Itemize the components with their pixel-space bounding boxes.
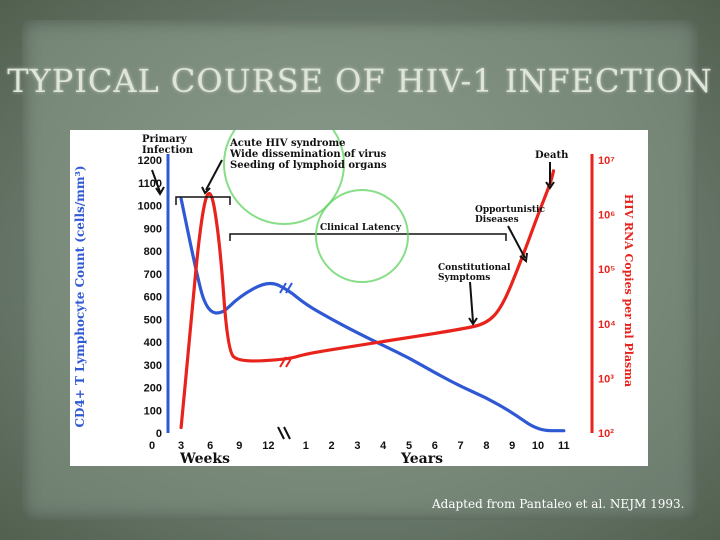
- x-tick-year: 5: [406, 440, 412, 452]
- annotation-clinical-latency-line: Clinical Latency: [320, 223, 402, 233]
- source-caption: Adapted from Pantaleo et al. NEJM 1993.: [432, 497, 685, 511]
- x-tick-year: 6: [432, 440, 438, 452]
- hiv-course-chart: 1200110010009008007006005004003002001000…: [73, 130, 635, 466]
- left-tick-label: 600: [144, 292, 162, 304]
- x-axis-break-mark: [277, 426, 291, 440]
- x-tick-year: 2: [329, 440, 335, 452]
- primary-infection-bracket: [175, 196, 231, 205]
- annotation-primary-infection-line: Primary: [142, 134, 188, 145]
- left-tick-label: 200: [144, 383, 162, 395]
- right-tick-label: 10⁴: [598, 319, 616, 331]
- right-tick-label: 10²: [598, 428, 614, 440]
- x-tick-year: 3: [354, 440, 360, 452]
- right-tick-label: 10⁶: [598, 210, 615, 222]
- clinical-latency-highlight-circle: [315, 189, 409, 283]
- arrowhead-acute-syndrome: [201, 186, 211, 195]
- right-axis-title: HIV RNA Copies per ml Plasma: [622, 194, 635, 387]
- acute-syndrome-highlight-circle: [223, 130, 345, 225]
- annotation-acute-hiv-syndrome-line: Acute HIV syndrome: [229, 138, 346, 149]
- arrow-acute-syndrome: [205, 159, 223, 191]
- arrowhead-death: [545, 181, 555, 190]
- annotation-opportunistic-diseases-line: Opportunistic: [475, 205, 545, 215]
- x-tick-year: 8: [483, 440, 489, 452]
- x-tick-year: 7: [458, 440, 464, 452]
- x-tick-year: 1: [303, 440, 309, 452]
- annotation-constitutional-symptoms-line: Symptoms: [438, 273, 490, 283]
- left-tick-label: 1200: [138, 155, 162, 167]
- left-tick-label: 1000: [138, 201, 162, 213]
- x-tick-week: 6: [207, 440, 213, 452]
- annotation-acute-hiv-syndrome: Acute HIV syndrome Wide dissemination of …: [229, 138, 387, 171]
- left-tick-label: 100: [144, 405, 162, 417]
- left-tick-label: 0: [156, 428, 162, 440]
- right-tick-label: 10⁵: [598, 264, 615, 276]
- annotation-primary-infection-line: Infection: [142, 145, 194, 156]
- annotation-opportunistic-diseases-line: Diseases: [475, 215, 519, 225]
- x-tick-year: 10: [532, 440, 544, 452]
- x-tick-year: 9: [509, 440, 515, 452]
- x-tick-year: 11: [558, 440, 570, 452]
- left-tick-label: 700: [144, 269, 162, 281]
- x-tick-week: 12: [262, 440, 274, 452]
- annotation-constitutional-symptoms: Constitutional Symptoms: [438, 263, 511, 283]
- annotation-constitutional-symptoms-line: Constitutional: [438, 263, 511, 273]
- arrowhead-constitutional-symptoms: [468, 317, 478, 326]
- left-tick-label: 800: [144, 246, 162, 258]
- annotation-opportunistic-diseases: Opportunistic Diseases: [475, 205, 545, 225]
- right-tick-label: 10⁷: [598, 155, 615, 167]
- right-tick-label: 10³: [598, 373, 614, 385]
- x-tick-week: 0: [149, 440, 155, 452]
- left-tick-label: 400: [144, 337, 162, 349]
- annotation-acute-hiv-syndrome-line: Seeding of lymphoid organs: [230, 160, 387, 171]
- arrow-constitutional-symptoms: [469, 281, 474, 323]
- rna-break-mark: [279, 356, 293, 368]
- x-tick-week: 3: [178, 440, 184, 452]
- left-axis-title: CD4+ T Lymphocyte Count (cells/mm³): [73, 165, 87, 427]
- cd4-count-line: [179, 197, 566, 433]
- arrowhead-primary-infection: [155, 186, 165, 196]
- left-tick-label: 500: [144, 314, 162, 326]
- arrowhead-opportunistic-diseases: [519, 252, 528, 263]
- annotation-death-line: Death: [535, 150, 569, 161]
- annotation-clinical-latency: Clinical Latency: [320, 223, 402, 233]
- clinical-latency-bracket: [229, 233, 507, 241]
- x-label-years: Years: [400, 451, 443, 466]
- arrow-opportunistic-diseases: [507, 225, 526, 259]
- x-tick-week: 9: [236, 440, 242, 452]
- annotation-acute-hiv-syndrome-line: Wide dissemination of virus: [229, 149, 387, 160]
- x-tick-year: 4: [380, 440, 387, 452]
- slide-title: TYPICAL COURSE OF HIV-1 INFECTION: [7, 62, 713, 100]
- left-tick-label: 900: [144, 223, 162, 235]
- left-tick-label: 300: [144, 360, 162, 372]
- chart-panel: 1200 1100 1000 900 800 700 600 500 400 300 200 100 0…: [70, 130, 648, 466]
- cd4-break-mark: [279, 282, 293, 294]
- arrow-primary-infection: [151, 169, 161, 193]
- annotation-death: Death: [535, 150, 569, 161]
- x-label-weeks: Weeks: [179, 451, 230, 466]
- hiv-rna-line: [179, 169, 556, 430]
- annotation-primary-infection: Primary Infection: [142, 134, 194, 156]
